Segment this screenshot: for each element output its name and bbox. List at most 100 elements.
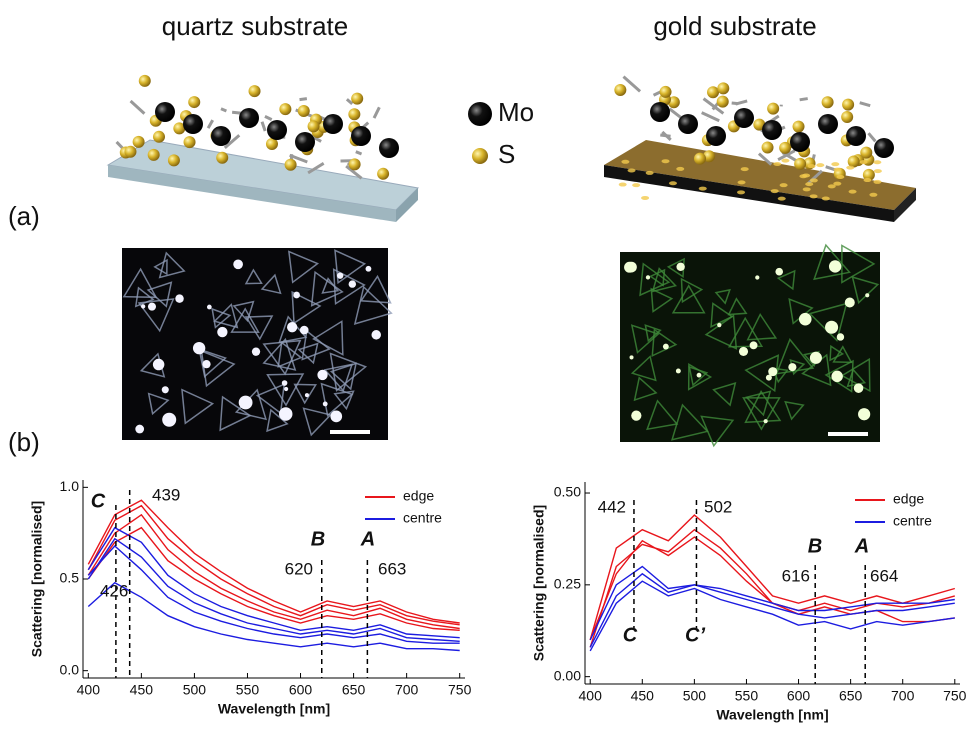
atom (249, 85, 261, 97)
peak-label: 620 (285, 559, 313, 578)
reflection (846, 166, 854, 170)
bright-spot (349, 280, 356, 287)
bond (262, 122, 265, 131)
reflection (834, 168, 842, 172)
bright-spot (810, 352, 822, 364)
bond (208, 120, 213, 128)
atom (351, 93, 363, 105)
reflection (874, 169, 882, 173)
y-axis-label: Scattering [normalised] (29, 501, 45, 657)
y-tick-label: 0.5 (60, 570, 80, 586)
reflection (873, 160, 881, 164)
x-tick-label: 500 (183, 682, 207, 698)
bright-spot (663, 344, 669, 350)
reflection (863, 178, 871, 182)
bright-spot (162, 413, 176, 427)
peak-label: 502 (704, 497, 732, 516)
atom (133, 136, 145, 148)
reflection (805, 182, 813, 186)
mo-icon (468, 102, 492, 126)
x-tick-label: 650 (342, 682, 366, 698)
y-tick-label: 0.00 (554, 667, 581, 683)
atom (377, 168, 389, 180)
reflection (773, 162, 781, 166)
reflection (802, 174, 810, 178)
atom (184, 136, 196, 148)
bright-spot (768, 367, 777, 376)
scale-bar (330, 430, 370, 434)
atom (153, 131, 165, 143)
y-tick-label: 1.0 (60, 478, 80, 494)
bright-spot (630, 355, 634, 359)
bright-spot (858, 408, 870, 420)
peak-label: 439 (152, 485, 180, 504)
atom (295, 132, 315, 152)
bond (265, 116, 272, 119)
atom (860, 147, 872, 159)
peak-label: 663 (378, 559, 406, 578)
peak-label: 442 (598, 497, 626, 516)
bright-spot (829, 260, 841, 272)
bright-spot (323, 401, 328, 406)
atom (168, 154, 180, 166)
peak-label: 426 (100, 581, 128, 600)
right-title: gold substrate (653, 11, 816, 41)
bright-spot (305, 393, 309, 397)
atom-label: Mo (498, 97, 534, 127)
reflection (810, 194, 818, 198)
reflection (831, 162, 839, 166)
atom-label: S (498, 139, 515, 169)
atom (717, 82, 729, 94)
x-axis-label: Wavelength [nm] (218, 701, 330, 717)
bright-spot (626, 262, 637, 273)
bond (221, 109, 226, 111)
atom (188, 96, 200, 108)
peak-letter: A (360, 528, 375, 550)
reflection (741, 167, 749, 171)
reflection (810, 178, 818, 182)
bright-spot (193, 342, 205, 354)
reflection (803, 187, 811, 191)
bond (860, 103, 870, 106)
bright-spot (135, 425, 144, 434)
atom (717, 96, 729, 108)
reflection (849, 190, 857, 194)
bright-spot (330, 411, 342, 423)
bright-spot (631, 410, 641, 420)
atom (139, 75, 151, 87)
bright-spot (252, 348, 260, 356)
atom (694, 153, 706, 165)
reflection (822, 196, 830, 200)
peak-label: 616 (782, 566, 810, 585)
atom (211, 126, 231, 146)
atom (762, 120, 782, 140)
bright-spot (300, 326, 309, 335)
legend-label: edge (893, 491, 924, 507)
reflection (780, 183, 788, 187)
bond (374, 107, 379, 118)
peak-letter: B (808, 535, 822, 557)
x-tick-label: 600 (289, 682, 313, 698)
atom (793, 121, 805, 133)
reflection (641, 196, 649, 200)
peak-letter: C (623, 624, 638, 646)
atom (706, 126, 726, 146)
atom (348, 108, 360, 120)
bright-spot (775, 268, 783, 276)
reflection (619, 183, 627, 187)
bright-spot (676, 369, 681, 374)
reflection (828, 184, 836, 188)
x-tick-label: 700 (395, 682, 419, 698)
atom (379, 138, 399, 158)
bright-spot (282, 380, 288, 386)
atom (707, 86, 719, 98)
reflection (699, 187, 707, 191)
bright-spot (717, 323, 721, 327)
scale-bar (828, 432, 868, 436)
reflection (669, 181, 677, 185)
reflection (662, 159, 670, 163)
bright-spot (217, 327, 227, 337)
y-tick-label: 0.50 (554, 484, 581, 500)
x-tick-label: 400 (579, 688, 603, 704)
